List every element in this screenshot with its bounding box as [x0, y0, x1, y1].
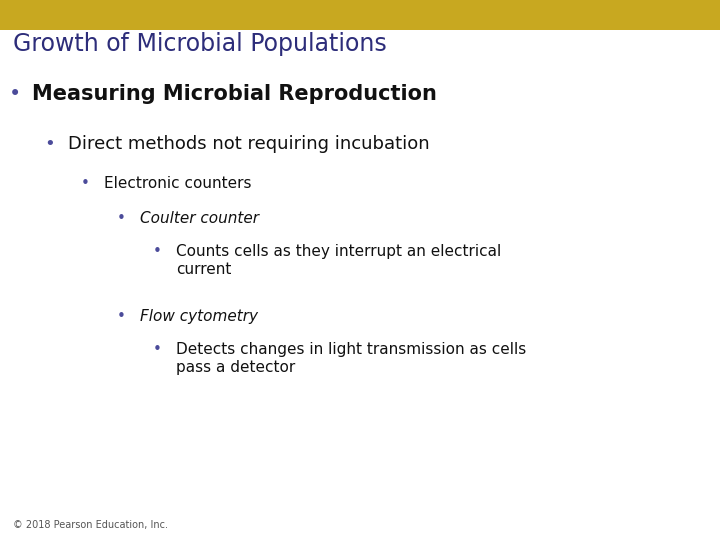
- Text: •: •: [153, 244, 161, 259]
- Text: Growth of Microbial Populations: Growth of Microbial Populations: [13, 32, 387, 56]
- Text: Flow cytometry: Flow cytometry: [140, 309, 258, 324]
- Text: Electronic counters: Electronic counters: [104, 176, 252, 191]
- Text: Detects changes in light transmission as cells
pass a detector: Detects changes in light transmission as…: [176, 342, 526, 375]
- Text: © 2018 Pearson Education, Inc.: © 2018 Pearson Education, Inc.: [13, 520, 168, 530]
- Bar: [0, 0, 720, 30]
- Text: •: •: [45, 135, 55, 153]
- Text: •: •: [9, 84, 21, 104]
- Text: Measuring Microbial Reproduction: Measuring Microbial Reproduction: [32, 84, 437, 104]
- Text: •: •: [81, 176, 89, 191]
- Text: •: •: [117, 309, 125, 324]
- Text: Coulter counter: Coulter counter: [140, 211, 259, 226]
- Text: Direct methods not requiring incubation: Direct methods not requiring incubation: [68, 135, 430, 153]
- Text: Counts cells as they interrupt an electrical
current: Counts cells as they interrupt an electr…: [176, 244, 502, 277]
- Text: •: •: [153, 342, 161, 357]
- Text: •: •: [117, 211, 125, 226]
